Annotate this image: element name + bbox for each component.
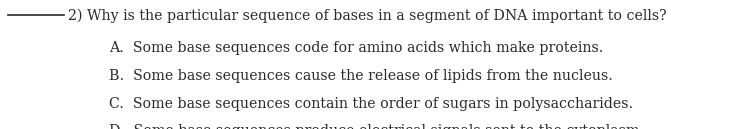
Text: 2) Why is the particular sequence of bases in a segment of DNA important to cell: 2) Why is the particular sequence of bas… [68, 9, 666, 23]
Text: B.  Some base sequences cause the release of lipids from the nucleus.: B. Some base sequences cause the release… [109, 69, 613, 83]
Text: C.  Some base sequences contain the order of sugars in polysaccharides.: C. Some base sequences contain the order… [109, 97, 633, 111]
Text: A.  Some base sequences code for amino acids which make proteins.: A. Some base sequences code for amino ac… [109, 41, 604, 55]
Text: D.  Some base sequences produce electrical signals sent to the cytoplasm.: D. Some base sequences produce electrica… [109, 124, 644, 129]
